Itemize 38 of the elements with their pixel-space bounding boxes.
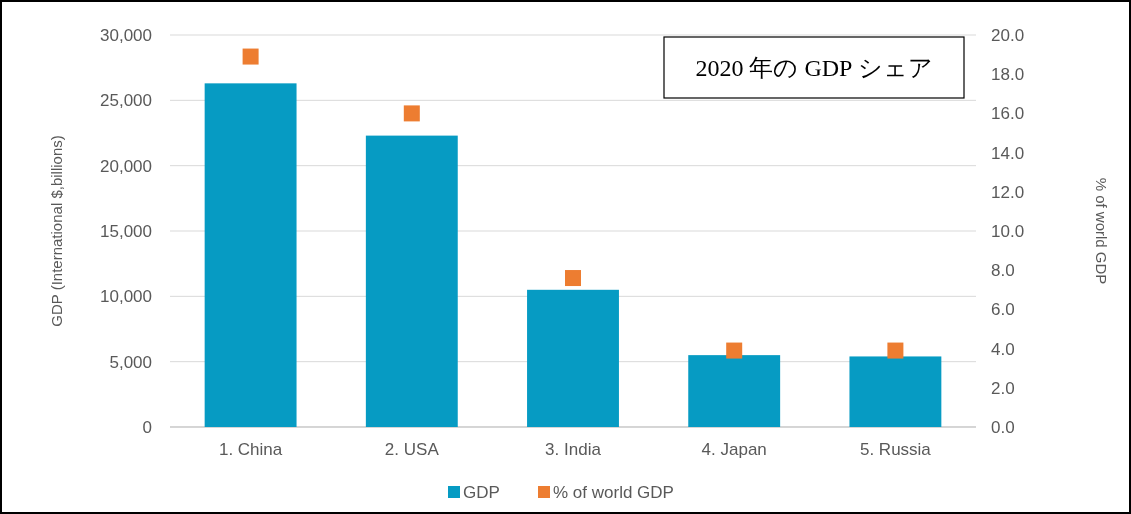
x-tick-label: 2. USA xyxy=(384,440,440,459)
x-tick-label: 4. Japan xyxy=(701,440,767,459)
y2-tick-label: 0.0 xyxy=(991,417,1015,437)
y2-tick-label: 2.0 xyxy=(991,378,1015,398)
bar xyxy=(849,356,942,427)
bar xyxy=(527,289,619,427)
y2-tick-label: 4.0 xyxy=(991,339,1015,359)
y-tick-label: 5,000 xyxy=(109,352,152,372)
bar xyxy=(688,355,781,427)
y2-tick-label: 6.0 xyxy=(991,300,1015,320)
x-tick-label: 3. India xyxy=(545,440,602,459)
point xyxy=(565,270,581,287)
y-tick-label: 25,000 xyxy=(100,91,152,111)
y-axis-title: GDP (International $,billions) xyxy=(48,135,65,327)
y-tick-label: 0 xyxy=(142,417,152,437)
point xyxy=(403,105,420,122)
x-tick-label: 1. China xyxy=(218,440,283,459)
y2-tick-label: 10.0 xyxy=(991,221,1025,241)
point xyxy=(887,342,904,359)
text: 2020 年の GDP シェア xyxy=(695,55,933,82)
point xyxy=(726,342,743,359)
y2-tick-label: 18.0 xyxy=(991,65,1025,85)
y-tick-label: 10,000 xyxy=(100,287,152,307)
y2-tick-label: 12.0 xyxy=(991,182,1025,202)
bar xyxy=(204,83,297,427)
y-tick-label: 20,000 xyxy=(100,156,152,176)
y2-tick-label: 20.0 xyxy=(991,25,1025,45)
point xyxy=(242,48,259,65)
bar xyxy=(365,135,458,427)
legend-label: GDP xyxy=(463,482,500,502)
y-tick-label: 15,000 xyxy=(100,221,152,241)
y2-tick-label: 16.0 xyxy=(991,104,1025,124)
legend-label: % of world GDP xyxy=(553,482,674,502)
y-tick-label: 30,000 xyxy=(100,25,152,45)
y2-axis-title: % of world GDP xyxy=(1093,177,1110,285)
y2-tick-label: 14.0 xyxy=(991,143,1025,163)
y2-tick-label: 8.0 xyxy=(991,261,1015,281)
x-tick-label: 5. Russia xyxy=(859,440,932,459)
